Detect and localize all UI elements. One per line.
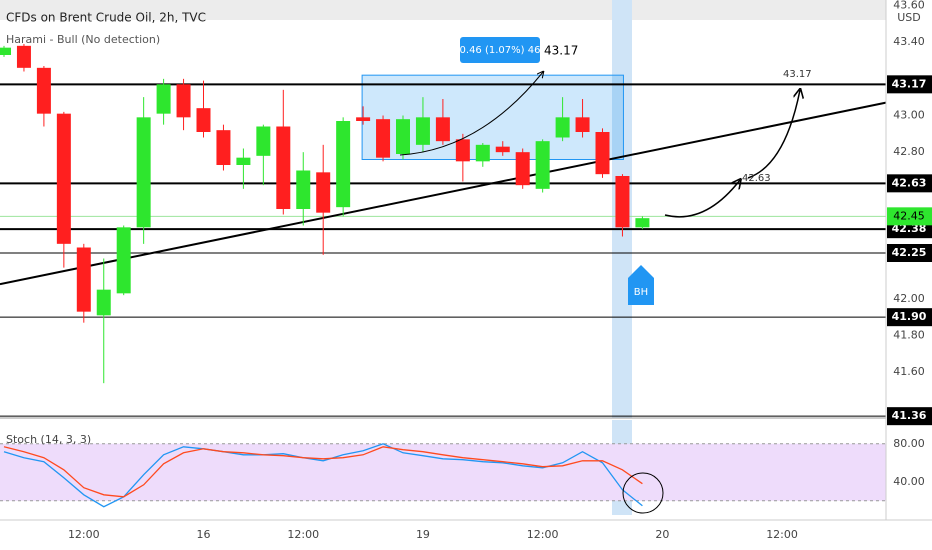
candle-body — [535, 141, 550, 189]
level-label-box — [887, 174, 932, 193]
last-price-box — [887, 207, 932, 226]
level-label: 41.90 — [892, 310, 927, 323]
level-label: 41.36 — [892, 409, 927, 422]
candle-body — [396, 119, 410, 154]
stoch-line — [3, 443, 643, 508]
stoch-tick-label: 40.00 — [893, 475, 925, 488]
candle-body — [435, 117, 450, 142]
candle-body — [76, 247, 91, 312]
highlight-circle — [622, 472, 664, 514]
y-tick-label: 43.00 — [893, 109, 925, 122]
y-tick-label: 42.00 — [893, 292, 925, 305]
candle-body — [56, 113, 71, 244]
candle-body — [475, 144, 490, 162]
level-label-box — [887, 407, 932, 426]
level-label: 42.63 — [892, 176, 927, 189]
candle-body — [36, 67, 51, 114]
trendline — [0, 101, 887, 286]
candle-body — [156, 84, 171, 114]
x-tick-label: 12:00 — [766, 528, 798, 541]
candle-body — [336, 121, 351, 208]
candle-body — [356, 117, 371, 121]
projection-arrow — [664, 180, 740, 218]
stoch-band — [0, 443, 886, 501]
bh-label: BH — [634, 287, 648, 298]
annotation: 43.17 — [783, 69, 812, 80]
candle-body — [96, 289, 111, 316]
candle-body — [136, 117, 151, 228]
currency: USD — [897, 11, 921, 24]
level-label-box — [887, 244, 932, 262]
bh-marker — [628, 265, 654, 305]
candle-body — [495, 146, 510, 153]
x-tick-label: 12:00 — [527, 528, 559, 541]
chart-title: CFDs on Brent Crude Oil, 2h, TVC — [6, 11, 206, 25]
candle-body — [236, 157, 251, 165]
candle-body — [0, 47, 11, 55]
indicator-label: Harami - Bull (No detection) — [6, 33, 160, 46]
last-price-label: 42.45 — [893, 209, 925, 222]
candle-body — [216, 130, 231, 165]
candle-body — [555, 117, 570, 138]
x-tick-label: 19 — [416, 528, 430, 541]
x-tick-label: 20 — [655, 528, 669, 541]
candle-body — [296, 170, 311, 209]
x-tick-label: 12:00 — [68, 528, 100, 541]
stoch-line — [3, 446, 643, 498]
candle-body — [415, 117, 430, 145]
candle-body — [116, 227, 131, 294]
level-label: 42.38 — [892, 222, 927, 235]
y-tick-label: 41.80 — [893, 329, 925, 342]
level-label: 43.17 — [892, 77, 927, 90]
y-tick-label: 43.40 — [893, 35, 925, 48]
measure-arrow — [399, 72, 543, 156]
candle-body — [316, 172, 331, 213]
measure-target: 43.17 — [544, 44, 578, 58]
candle-body — [455, 139, 470, 162]
measure-label-box — [460, 37, 540, 63]
stoch-tick-label: 80.00 — [893, 437, 925, 450]
candle-body — [276, 126, 291, 209]
level-label-box — [887, 308, 932, 327]
candle-body — [376, 119, 391, 158]
y-tick-label: 43.60 — [893, 0, 925, 12]
stoch-title: Stoch (14, 3, 3) — [6, 433, 91, 446]
candle-body — [515, 152, 530, 186]
candle-body — [595, 132, 610, 175]
candle-body — [575, 117, 590, 132]
measure-label: 0.46 (1.07%) 46 — [460, 45, 541, 56]
candle-body — [176, 84, 191, 118]
y-tick-label: 42.80 — [893, 145, 925, 158]
level-label: 42.25 — [892, 246, 927, 259]
candle-body — [16, 45, 31, 68]
level-label-box — [887, 75, 932, 94]
header-band — [0, 0, 886, 20]
candle-body — [196, 108, 211, 132]
y-tick-label: 41.60 — [893, 365, 925, 378]
x-tick-label: 12:00 — [287, 528, 319, 541]
candle-body — [256, 126, 271, 156]
candle-body — [635, 218, 650, 228]
annotation: 42.63 — [742, 173, 771, 184]
projection-arrow — [747, 90, 800, 179]
x-tick-label: 16 — [197, 528, 211, 541]
candle-body — [615, 176, 630, 228]
